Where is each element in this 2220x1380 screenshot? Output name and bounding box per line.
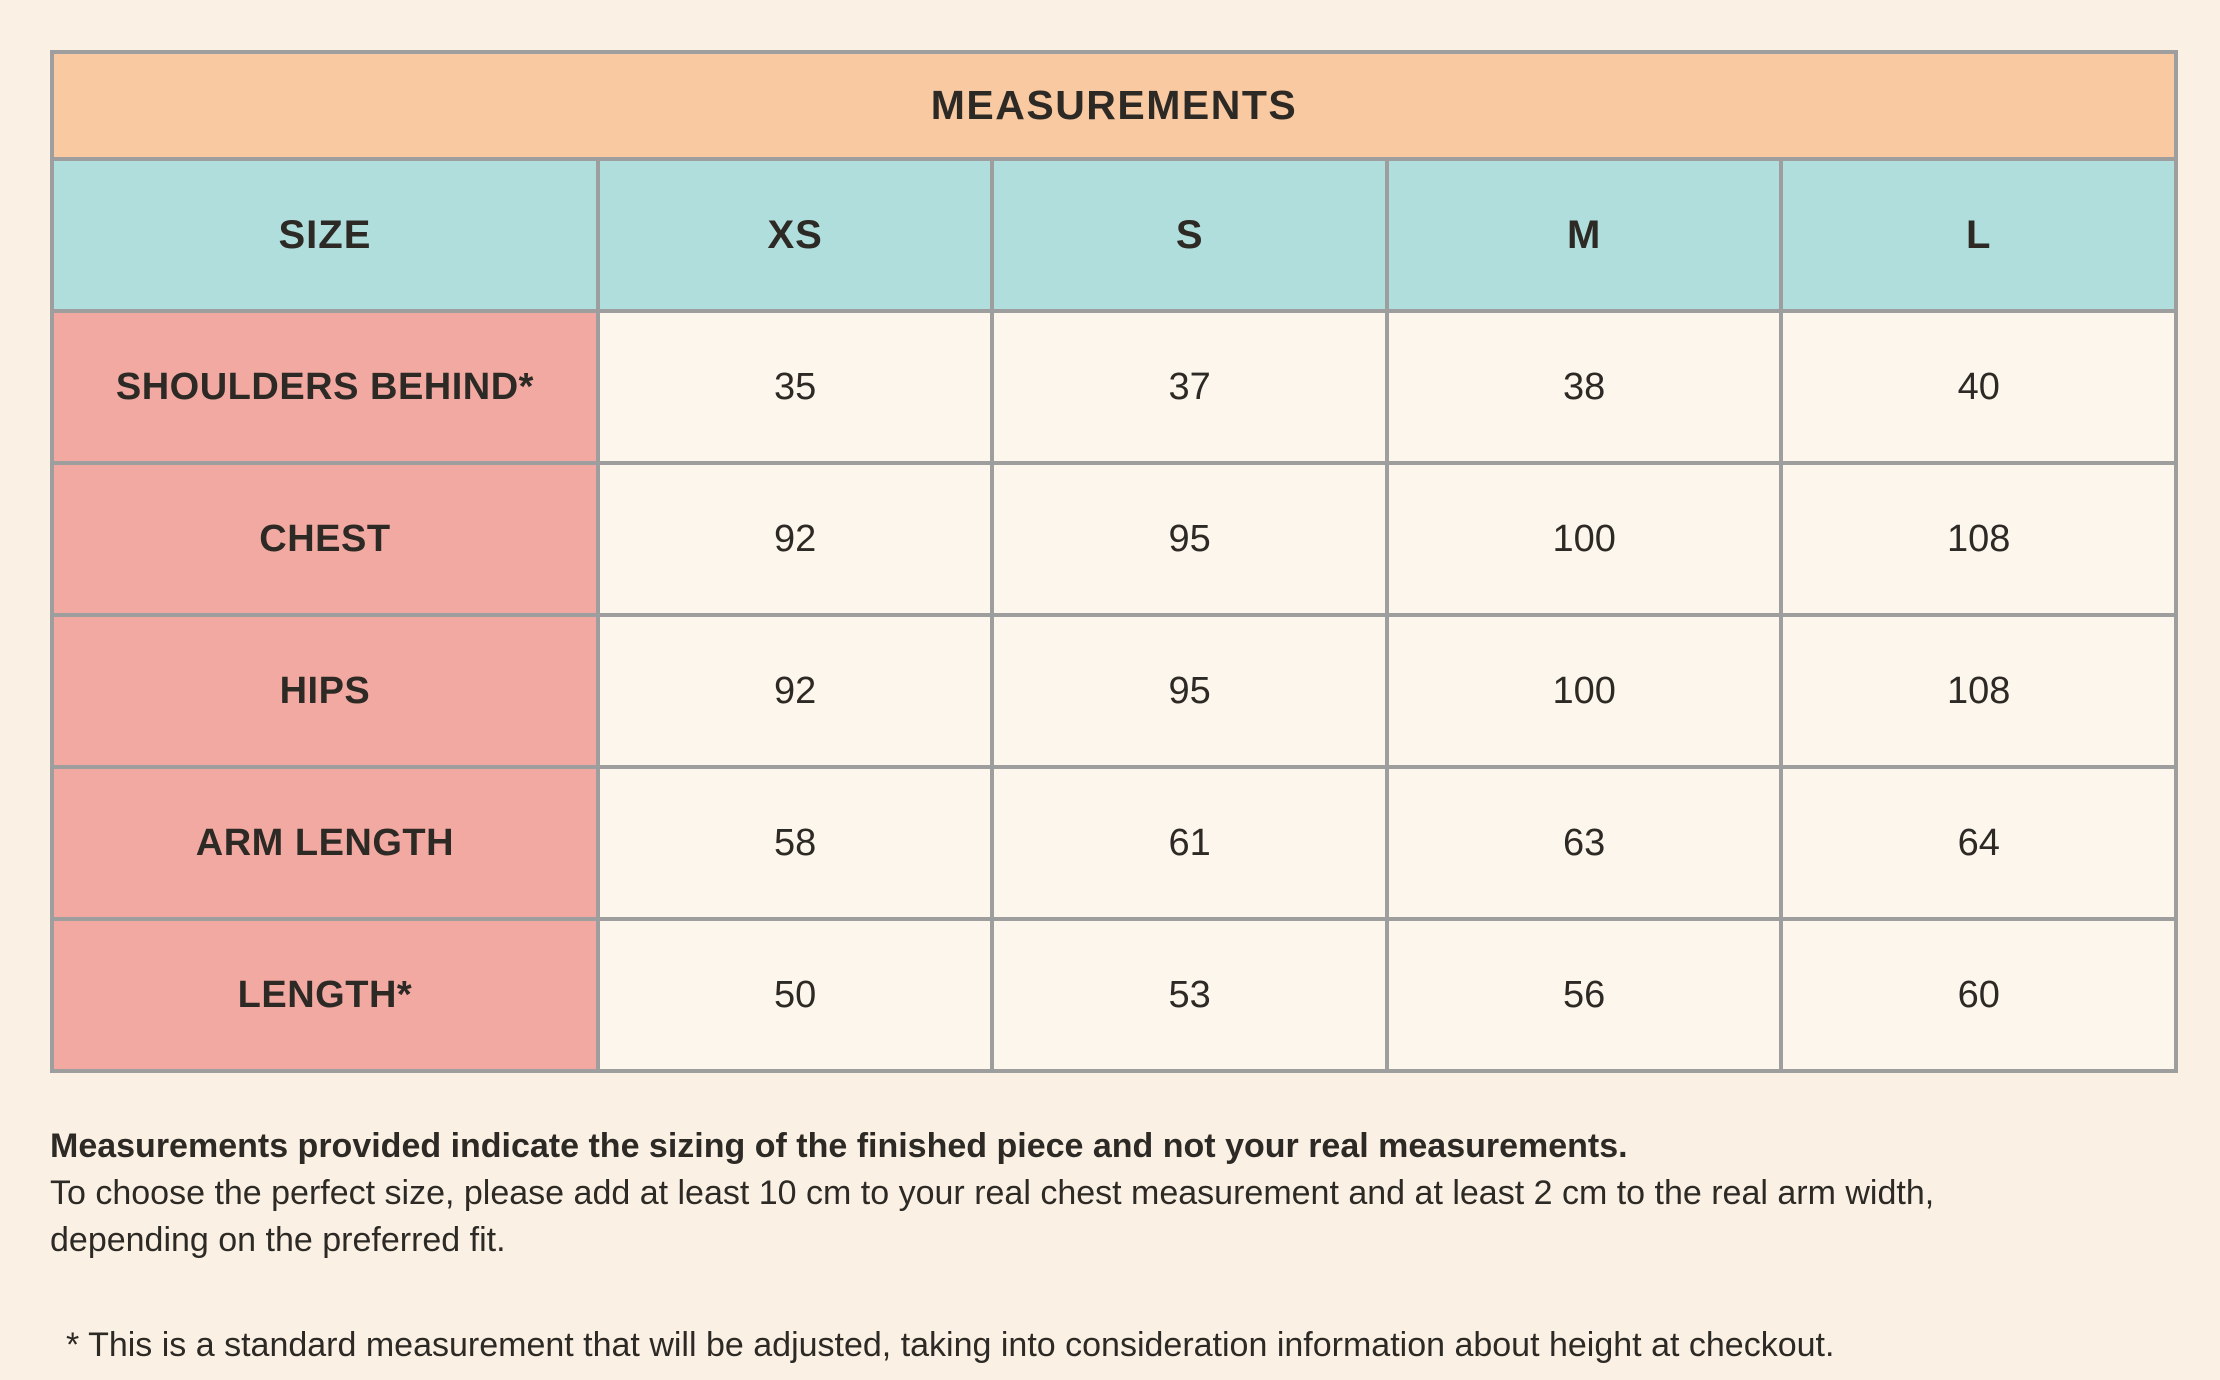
notes-bold-line: Measurements provided indicate the sizin… <box>50 1127 1628 1165</box>
table-title-row: MEASUREMENTS <box>50 50 2178 161</box>
row-label-chest: CHEST <box>50 461 600 617</box>
measurement-cell: 63 <box>1384 765 1784 921</box>
measurement-cell: 56 <box>1384 917 1784 1073</box>
table-row-shoulders: SHOULDERS BEHIND* 35 37 38 40 <box>50 309 2178 465</box>
column-header-m: M <box>1384 157 1784 313</box>
measurement-cell: 61 <box>990 765 1389 921</box>
table-row-chest: CHEST 92 95 100 108 <box>50 461 2178 617</box>
measurement-cell: 92 <box>595 613 995 769</box>
measurements-table: MEASUREMENTS SIZE XS S M L SHOULDERS BEH… <box>50 50 2178 1073</box>
measurement-cell: 108 <box>1779 461 2178 617</box>
measurement-cell: 38 <box>1384 309 1784 465</box>
row-label-length: LENGTH* <box>50 917 600 1073</box>
notes-line-2: depending on the preferred fit. <box>50 1220 506 1259</box>
table-row-arm-length: ARM LENGTH 58 61 63 64 <box>50 765 2178 921</box>
row-label-shoulders: SHOULDERS BEHIND* <box>50 309 600 465</box>
notes-line-1: To choose the perfect size, please add a… <box>50 1173 1935 1212</box>
table-title: MEASUREMENTS <box>50 50 2178 161</box>
measurement-cell: 100 <box>1384 461 1784 617</box>
measurement-cell: 64 <box>1779 765 2178 921</box>
size-header-row: SIZE XS S M L <box>50 157 2178 313</box>
measurement-cell: 108 <box>1779 613 2178 769</box>
measurement-cell: 95 <box>990 613 1389 769</box>
measurement-cell: 95 <box>990 461 1389 617</box>
asterisk-footnote: * This is a standard measurement that wi… <box>66 1325 1835 1364</box>
table-row-hips: HIPS 92 95 100 108 <box>50 613 2178 769</box>
column-header-size: SIZE <box>50 157 600 313</box>
column-header-l: L <box>1779 157 2178 313</box>
row-label-hips: HIPS <box>50 613 600 769</box>
measurement-cell: 100 <box>1384 613 1784 769</box>
sizing-notes: Measurements provided indicate the sizin… <box>50 1123 2178 1264</box>
measurement-cell: 50 <box>595 917 995 1073</box>
row-label-arm-length: ARM LENGTH <box>50 765 600 921</box>
column-header-s: S <box>990 157 1389 313</box>
measurement-cell: 60 <box>1779 917 2178 1073</box>
measurement-cell: 53 <box>990 917 1389 1073</box>
table-row-length: LENGTH* 50 53 56 60 <box>50 917 2178 1073</box>
measurement-cell: 35 <box>595 309 995 465</box>
measurement-cell: 37 <box>990 309 1389 465</box>
measurement-cell: 58 <box>595 765 995 921</box>
column-header-xs: XS <box>595 157 995 313</box>
measurement-cell: 40 <box>1779 309 2178 465</box>
measurement-cell: 92 <box>595 461 995 617</box>
